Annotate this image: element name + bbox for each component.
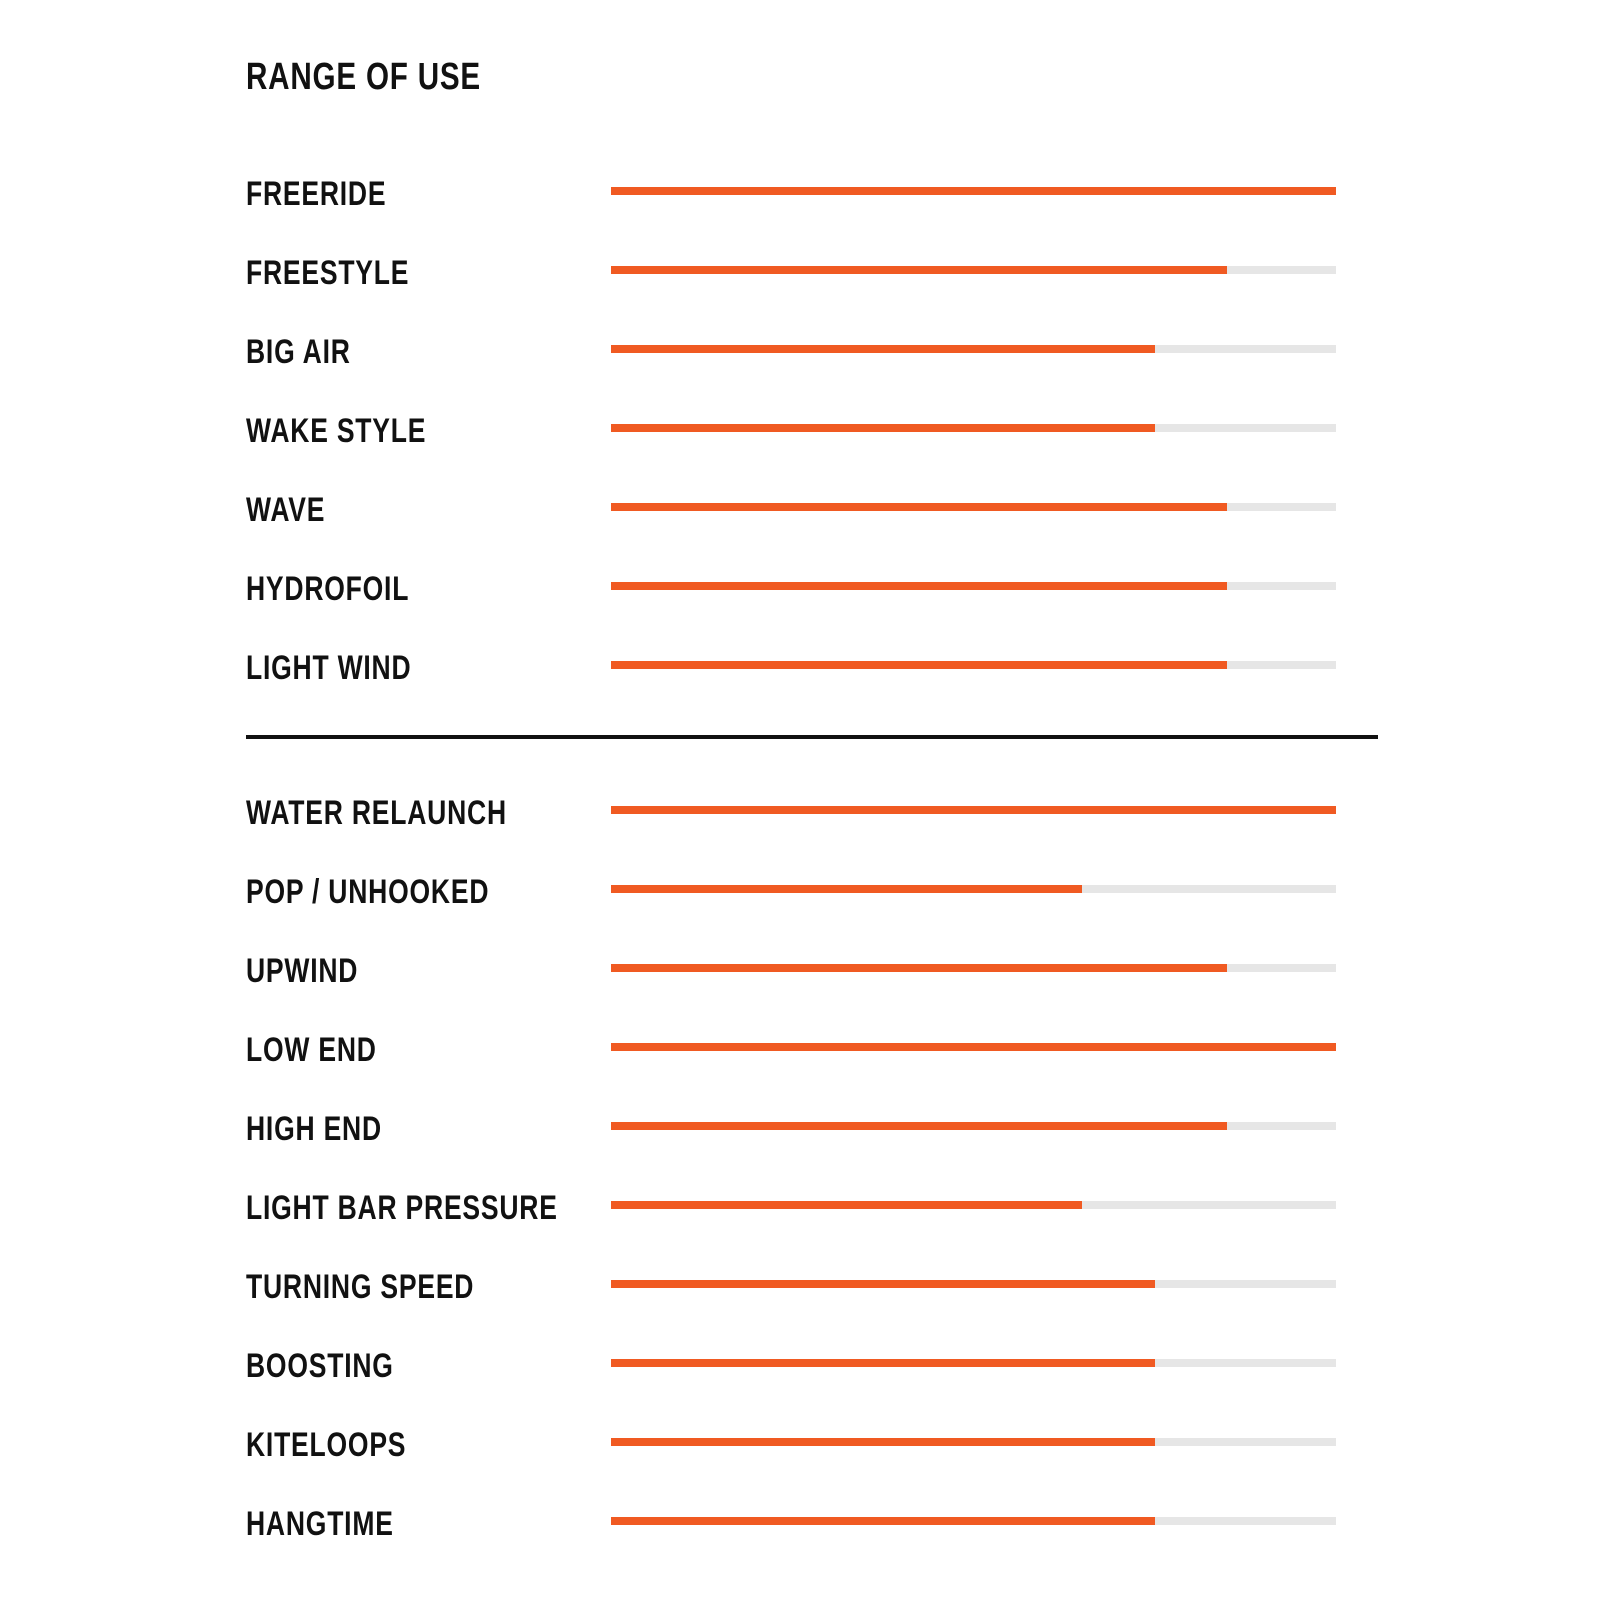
bar-label: WAVE	[246, 491, 326, 529]
chart-title: RANGE OF USE	[246, 56, 481, 98]
bar-label: POP / UNHOOKED	[246, 873, 490, 911]
bar-label: LIGHT BAR PRESSURE	[246, 1189, 558, 1227]
bar-label: LOW END	[246, 1031, 377, 1069]
bar-track	[611, 1280, 1336, 1288]
bar-track	[611, 345, 1336, 353]
bar-label: WATER RELAUNCH	[246, 794, 507, 832]
bar-label: BIG AIR	[246, 333, 351, 371]
bar-fill	[611, 345, 1155, 353]
bar-track	[611, 1043, 1336, 1051]
bar-label: HIGH END	[246, 1110, 382, 1148]
bar-fill	[611, 1438, 1155, 1446]
bar-label: TURNING SPEED	[246, 1268, 475, 1306]
bar-track	[611, 661, 1336, 669]
bar-fill	[611, 1201, 1083, 1209]
bar-fill	[611, 1359, 1155, 1367]
bar-track	[611, 1359, 1336, 1367]
bar-track	[611, 582, 1336, 590]
bar-fill	[611, 266, 1228, 274]
bar-label: FREERIDE	[246, 175, 387, 213]
bar-track	[611, 503, 1336, 511]
bar-label: HYDROFOIL	[246, 570, 410, 608]
bar-fill	[611, 424, 1155, 432]
bar-fill	[611, 503, 1228, 511]
bar-track	[611, 1438, 1336, 1446]
bar-track	[611, 187, 1336, 195]
bar-track	[611, 964, 1336, 972]
bar-label: UPWIND	[246, 952, 359, 990]
bar-label: HANGTIME	[246, 1505, 394, 1543]
bar-label: BOOSTING	[246, 1347, 394, 1385]
bar-label: KITELOOPS	[246, 1426, 407, 1464]
bar-fill	[611, 1280, 1155, 1288]
bar-fill	[611, 1122, 1228, 1130]
bar-fill	[611, 806, 1336, 814]
divider	[246, 735, 1378, 739]
bar-track	[611, 1122, 1336, 1130]
bar-track	[611, 1201, 1336, 1209]
bar-label: WAKE STYLE	[246, 412, 427, 450]
bar-track	[611, 266, 1336, 274]
bar-fill	[611, 885, 1083, 893]
bar-track	[611, 424, 1336, 432]
bar-fill	[611, 187, 1336, 195]
bar-fill	[611, 1517, 1155, 1525]
bar-track	[611, 806, 1336, 814]
bar-track	[611, 885, 1336, 893]
bar-fill	[611, 661, 1228, 669]
bar-label: FREESTYLE	[246, 254, 410, 292]
bar-track	[611, 1517, 1336, 1525]
bar-label: LIGHT WIND	[246, 649, 412, 687]
bar-fill	[611, 1043, 1336, 1051]
bar-fill	[611, 582, 1228, 590]
bar-fill	[611, 964, 1228, 972]
